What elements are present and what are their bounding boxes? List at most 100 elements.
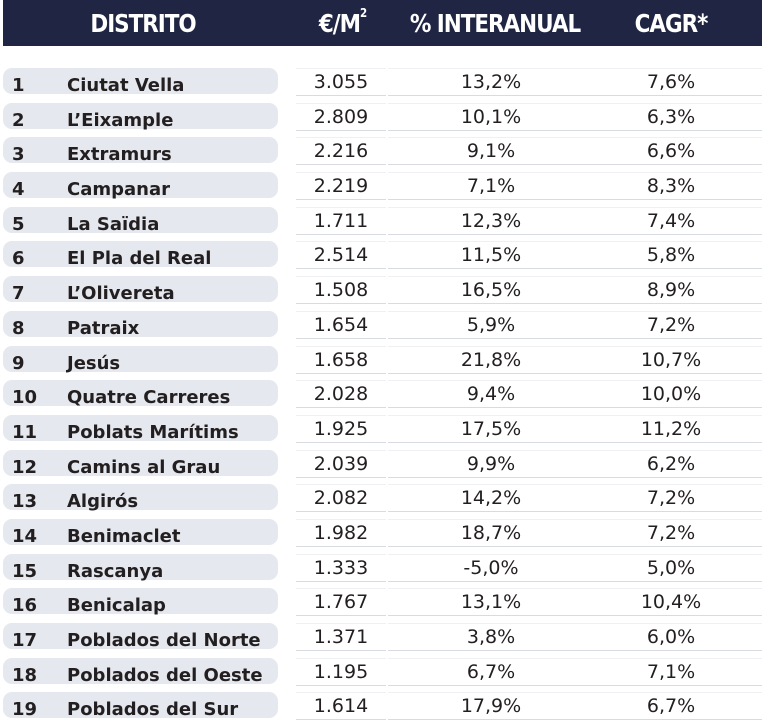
cagr-cell: 7,6% xyxy=(580,68,762,96)
district-number: 14 xyxy=(12,525,38,547)
price-per-m2-cell: 1.654 xyxy=(296,310,386,339)
district-label-box: 6 El Pla del Real xyxy=(3,241,278,269)
table-row: 5 La Saïdia 1.711 12,3% 7,4% xyxy=(0,203,762,238)
interanual-cell: 3,8% xyxy=(388,623,594,651)
district-name: Poblats Marítims xyxy=(67,421,239,443)
price-per-m2-cell: 2.514 xyxy=(296,241,386,270)
price-per-m2-cell: 1.982 xyxy=(296,518,386,547)
district-label-box: 16 Benicalap xyxy=(3,588,278,617)
cagr-cell: 10,4% xyxy=(580,588,762,617)
table-row: 12 Camins al Grau 2.039 9,9% 6,2% xyxy=(0,446,762,481)
price-per-m2-cell: 1.333 xyxy=(296,553,386,582)
table-row: 14 Benimaclet 1.982 18,7% 7,2% xyxy=(0,515,762,550)
interanual-cell: 6,7% xyxy=(388,657,594,686)
price-per-m2-cell: 1.195 xyxy=(296,657,386,686)
price-per-m2-cell: 3.055 xyxy=(296,68,386,96)
cagr-cell: 10,7% xyxy=(580,345,762,374)
interanual-cell: 12,3% xyxy=(388,206,594,235)
cagr-cell: 7,2% xyxy=(580,484,762,513)
district-name: La Saïdia xyxy=(67,213,160,235)
district-number: 9 xyxy=(12,352,25,374)
district-label-box: 7 L’Olivereta xyxy=(3,276,278,304)
table-row: 10 Quatre Carreres 2.028 9,4% 10,0% xyxy=(0,376,762,411)
table-row: 18 Poblados del Oeste 1.195 6,7% 7,1% xyxy=(0,654,762,689)
cagr-cell: 8,9% xyxy=(580,276,762,305)
district-name: L’Eixample xyxy=(67,109,174,131)
column-header-interanual: % INTERANUAL xyxy=(409,9,581,38)
price-per-m2-cell: 2.082 xyxy=(296,484,386,513)
table-row: 3 Extramurs 2.216 9,1% 6,6% xyxy=(0,133,762,168)
district-name: Benimaclet xyxy=(67,525,181,547)
table-row: 7 L’Olivereta 1.508 16,5% 8,9% xyxy=(0,272,762,307)
district-label-box: 1 Ciutat Vella xyxy=(3,68,278,96)
district-number: 5 xyxy=(12,213,25,235)
district-number: 17 xyxy=(12,630,38,651)
district-label-box: 14 Benimaclet xyxy=(3,518,278,547)
column-header-distrito: DISTRITO xyxy=(90,9,196,38)
district-number: 13 xyxy=(12,491,38,513)
interanual-cell: 14,2% xyxy=(388,484,594,513)
cagr-cell: 11,2% xyxy=(580,414,762,443)
cagr-cell: 6,7% xyxy=(580,692,762,721)
district-name: Rascanya xyxy=(67,560,164,582)
cagr-cell: 5,0% xyxy=(580,553,762,582)
table-row: 1 Ciutat Vella 3.055 13,2% 7,6% xyxy=(0,64,762,99)
price-per-m2-cell: 1.614 xyxy=(296,692,386,721)
district-number: 18 xyxy=(12,664,38,686)
table-row: 8 Patraix 1.654 5,9% 7,2% xyxy=(0,307,762,342)
price-header-text: €/M xyxy=(318,9,361,38)
district-name: Ciutat Vella xyxy=(67,75,185,96)
cagr-cell: 6,2% xyxy=(580,449,762,478)
district-label-box: 9 Jesús xyxy=(3,345,278,374)
interanual-cell: 18,7% xyxy=(388,518,594,547)
district-label-box: 8 Patraix xyxy=(3,310,278,339)
interanual-cell: 5,9% xyxy=(388,310,594,339)
table-body: 1 Ciutat Vella 3.055 13,2% 7,6% 2 L’Eixample 2.… xyxy=(0,64,762,723)
district-number: 16 xyxy=(12,595,38,617)
district-number: 10 xyxy=(12,387,38,409)
cagr-cell: 7,4% xyxy=(580,206,762,235)
table-row: 6 El Pla del Real 2.514 11,5% 5,8% xyxy=(0,237,762,272)
interanual-cell: 17,5% xyxy=(388,414,594,443)
district-name: Camins al Grau xyxy=(67,456,221,478)
district-label-box: 4 Campanar xyxy=(3,172,278,200)
district-number: 12 xyxy=(12,456,38,478)
column-header-cagr: CAGR* xyxy=(634,9,709,38)
price-per-m2-cell: 2.039 xyxy=(296,449,386,478)
price-header-superscript: 2 xyxy=(359,6,368,20)
interanual-cell: 13,2% xyxy=(388,68,594,96)
district-label-box: 17 Poblados del Norte xyxy=(3,623,278,651)
district-number: 1 xyxy=(12,75,25,96)
district-name: Poblados del Oeste xyxy=(67,664,263,686)
interanual-cell: 17,9% xyxy=(388,692,594,721)
district-number: 11 xyxy=(12,421,38,443)
interanual-cell: 9,9% xyxy=(388,449,594,478)
table-row: 16 Benicalap 1.767 13,1% 10,4% xyxy=(0,584,762,619)
district-name: Extramurs xyxy=(67,144,172,166)
district-label-box: 13 Algirós xyxy=(3,484,278,513)
district-name: Benicalap xyxy=(67,595,166,617)
district-label-box: 3 Extramurs xyxy=(3,137,278,166)
district-name: Algirós xyxy=(67,491,139,513)
cagr-cell: 6,3% xyxy=(580,102,762,131)
table-row: 9 Jesús 1.658 21,8% 10,7% xyxy=(0,342,762,377)
interanual-cell: 9,4% xyxy=(388,380,594,409)
district-label-box: 2 L’Eixample xyxy=(3,102,278,131)
cagr-cell: 6,0% xyxy=(580,623,762,651)
district-name: Quatre Carreres xyxy=(67,387,231,409)
cagr-cell: 5,8% xyxy=(580,241,762,270)
price-per-m2-cell: 1.371 xyxy=(296,623,386,651)
cagr-cell: 7,2% xyxy=(580,518,762,547)
district-name: Patraix xyxy=(67,317,140,339)
price-per-m2-cell: 1.711 xyxy=(296,206,386,235)
cagr-cell: 10,0% xyxy=(580,380,762,409)
price-per-m2-cell: 1.658 xyxy=(296,345,386,374)
district-number: 15 xyxy=(12,560,38,582)
table-row: 11 Poblats Marítims 1.925 17,5% 11,2% xyxy=(0,411,762,446)
district-number: 2 xyxy=(12,109,25,131)
price-per-m2-cell: 1.925 xyxy=(296,414,386,443)
price-per-m2-cell: 2.028 xyxy=(296,380,386,409)
price-per-m2-cell: 2.219 xyxy=(296,172,386,201)
district-label-box: 15 Rascanya xyxy=(3,553,278,582)
price-per-m2-cell: 2.216 xyxy=(296,137,386,166)
